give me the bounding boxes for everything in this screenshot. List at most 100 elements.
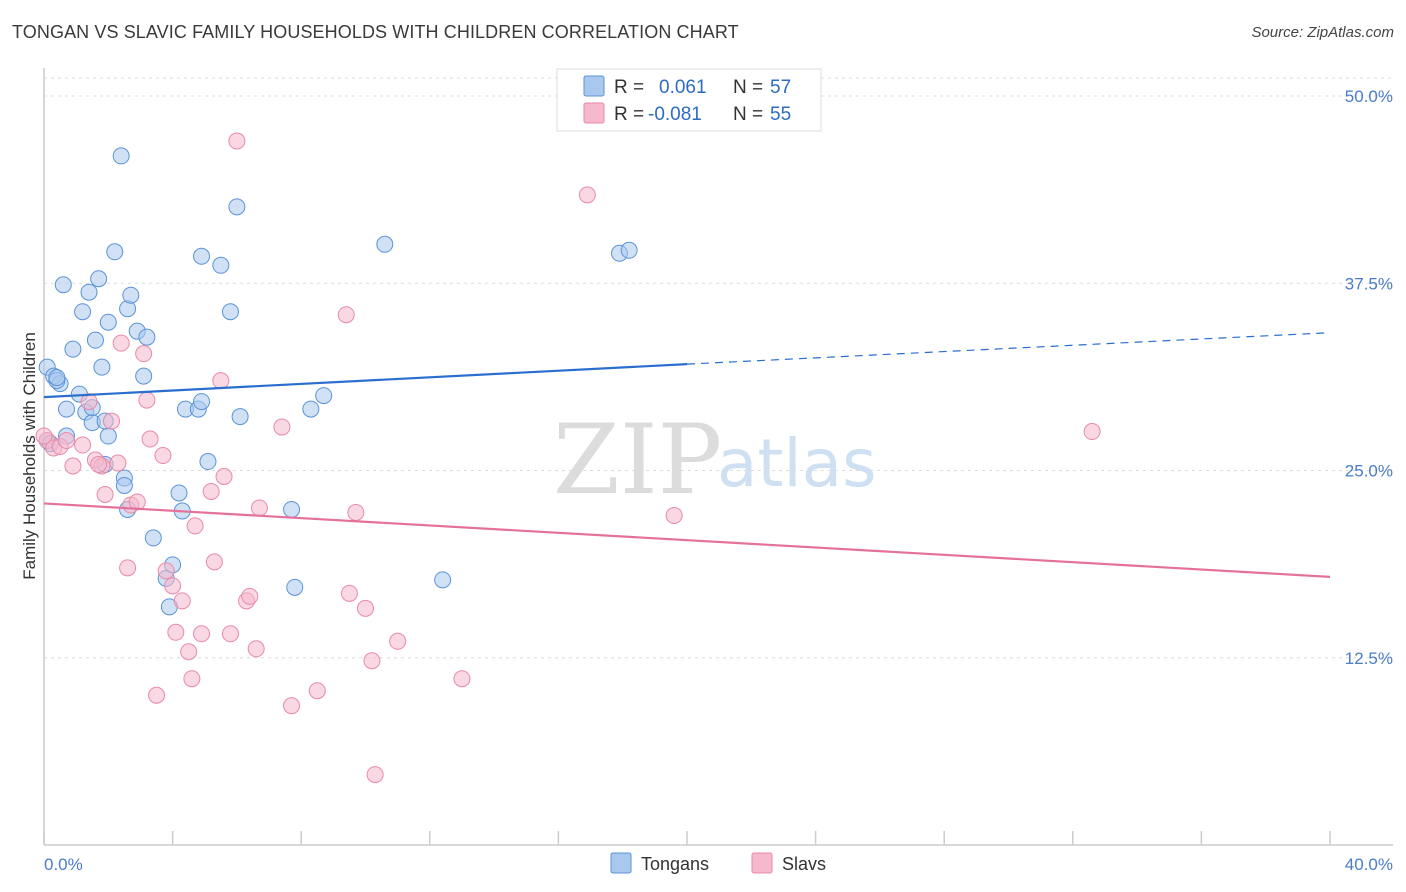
point-tongans xyxy=(193,393,211,411)
point-tongans xyxy=(376,235,394,253)
point-slavs xyxy=(215,467,233,485)
point-slavs xyxy=(186,517,204,535)
legend-r-label-2: R = xyxy=(614,104,644,125)
point-slavs xyxy=(347,503,365,521)
legend-r-label-1: R = xyxy=(614,77,644,98)
point-slavs xyxy=(119,559,137,577)
point-slavs xyxy=(357,599,374,617)
legend-n-value-1: 57 xyxy=(770,77,791,98)
point-tongans xyxy=(106,243,124,261)
point-slavs xyxy=(157,562,175,580)
point-slavs xyxy=(90,456,108,474)
legend-n-label-1: N = xyxy=(733,77,763,98)
y-tick-labels: 12.5% 25.0% 37.5% 50.0% xyxy=(1345,87,1393,668)
point-slavs xyxy=(221,625,239,643)
point-tongans xyxy=(54,276,72,294)
chart-title: TONGAN VS SLAVIC FAMILY HOUSEHOLDS WITH … xyxy=(12,22,739,42)
y-tick-label: 50.0% xyxy=(1345,87,1393,106)
point-slavs xyxy=(212,372,230,390)
point-tongans xyxy=(99,313,117,331)
bottom-legend-swatch-tongans xyxy=(610,852,632,874)
point-tongans xyxy=(434,571,452,589)
point-tongans xyxy=(48,369,66,387)
point-slavs xyxy=(202,482,220,500)
x-tick-label-max: 40.0% xyxy=(1345,855,1393,874)
point-tongans xyxy=(193,247,211,265)
point-slavs xyxy=(578,186,596,204)
bottom-legend-label-tongans: Tongans xyxy=(641,854,709,874)
point-tongans xyxy=(283,500,301,518)
trend-lines xyxy=(43,332,1331,578)
legend-n-label-2: N = xyxy=(733,104,763,125)
point-slavs xyxy=(247,640,265,658)
x-tick-marks xyxy=(43,831,1331,845)
point-tongans xyxy=(138,328,156,346)
point-tongans xyxy=(170,484,188,502)
point-tongans xyxy=(112,147,130,165)
point-tongans xyxy=(74,303,92,321)
legend-bottom: Tongans Slavs xyxy=(610,852,826,874)
point-slavs xyxy=(273,418,291,436)
point-tongans xyxy=(231,408,249,426)
point-slavs xyxy=(35,427,53,445)
point-tongans xyxy=(228,198,246,216)
x-tick-label-min: 0.0% xyxy=(44,855,83,874)
point-tongans xyxy=(221,303,239,321)
trend-extension-tongans xyxy=(686,332,1331,365)
point-tongans xyxy=(302,400,320,418)
point-tongans xyxy=(212,256,230,274)
watermark: ZIP atlas xyxy=(553,404,877,516)
point-slavs xyxy=(283,697,301,715)
trend-line-tongans xyxy=(43,363,688,399)
legend-swatch-slavs xyxy=(583,102,605,124)
point-slavs xyxy=(74,436,92,454)
point-slavs xyxy=(205,553,223,571)
point-slavs xyxy=(64,457,82,475)
point-slavs xyxy=(366,766,384,784)
point-tongans xyxy=(135,367,153,385)
point-tongans xyxy=(122,286,140,304)
point-slavs xyxy=(96,485,114,503)
point-tongans xyxy=(144,529,162,547)
data-points xyxy=(35,132,1101,784)
point-slavs xyxy=(138,391,156,409)
point-tongans xyxy=(93,358,111,376)
legend-r-value-2: -0.081 xyxy=(648,104,702,125)
point-slavs xyxy=(453,670,471,688)
point-slavs xyxy=(167,623,185,641)
trend-line-slavs xyxy=(43,502,1331,578)
bottom-legend-swatch-slavs xyxy=(751,852,773,874)
legend-r-value-1: 0.061 xyxy=(659,77,707,98)
point-slavs xyxy=(128,493,146,511)
point-slavs xyxy=(340,584,358,602)
point-slavs xyxy=(103,412,121,430)
point-slavs xyxy=(135,345,153,363)
point-slavs xyxy=(337,306,355,324)
point-tongans xyxy=(99,427,117,445)
legend-n-value-2: 55 xyxy=(770,104,791,125)
point-tongans xyxy=(620,241,638,259)
point-slavs xyxy=(228,132,246,150)
y-tick-label: 25.0% xyxy=(1345,462,1393,481)
legend-swatch-tongans xyxy=(583,75,605,97)
point-slavs xyxy=(148,686,166,704)
y-tick-label: 12.5% xyxy=(1345,649,1393,668)
point-tongans xyxy=(58,400,76,418)
point-slavs xyxy=(363,652,381,670)
point-slavs xyxy=(193,625,211,643)
point-tongans xyxy=(90,270,108,288)
point-slavs xyxy=(141,430,159,448)
watermark-zip: ZIP xyxy=(553,404,722,516)
y-axis-title: Family Households with Children xyxy=(20,332,39,580)
legend-top: R = 0.061 N = 57 R = -0.081 N = 55 xyxy=(556,68,822,132)
point-slavs xyxy=(154,447,172,465)
point-slavs xyxy=(180,643,198,661)
point-slavs xyxy=(164,577,182,595)
y-tick-label: 37.5% xyxy=(1345,274,1393,293)
point-tongans xyxy=(86,331,104,349)
point-tongans xyxy=(286,578,304,596)
watermark-atlas: atlas xyxy=(717,425,877,502)
point-slavs xyxy=(665,506,683,524)
point-slavs xyxy=(1083,423,1101,441)
